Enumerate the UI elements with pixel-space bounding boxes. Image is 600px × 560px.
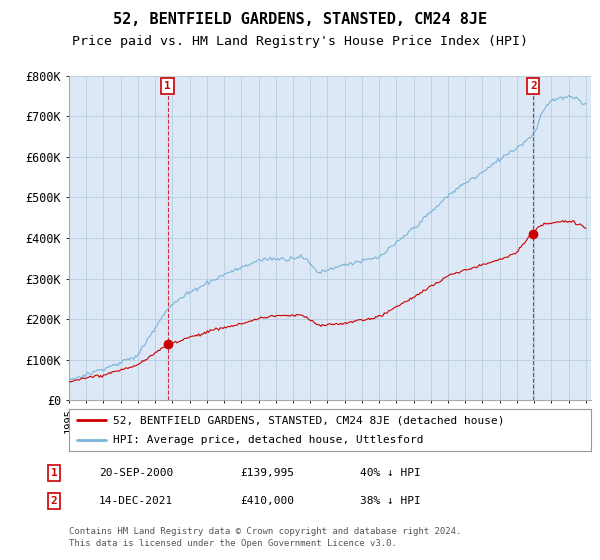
Text: 14-DEC-2021: 14-DEC-2021 [99,496,173,506]
Text: £410,000: £410,000 [240,496,294,506]
Text: 52, BENTFIELD GARDENS, STANSTED, CM24 8JE (detached house): 52, BENTFIELD GARDENS, STANSTED, CM24 8J… [113,415,505,425]
Text: 40% ↓ HPI: 40% ↓ HPI [360,468,421,478]
Text: Price paid vs. HM Land Registry's House Price Index (HPI): Price paid vs. HM Land Registry's House … [72,35,528,49]
Text: HPI: Average price, detached house, Uttlesford: HPI: Average price, detached house, Uttl… [113,435,424,445]
Text: 2: 2 [50,496,58,506]
Text: 1: 1 [50,468,58,478]
Text: 38% ↓ HPI: 38% ↓ HPI [360,496,421,506]
Text: Contains HM Land Registry data © Crown copyright and database right 2024.: Contains HM Land Registry data © Crown c… [69,528,461,536]
Text: 1: 1 [164,81,171,91]
Text: 2: 2 [530,81,536,91]
Text: 20-SEP-2000: 20-SEP-2000 [99,468,173,478]
Text: £139,995: £139,995 [240,468,294,478]
Text: This data is licensed under the Open Government Licence v3.0.: This data is licensed under the Open Gov… [69,539,397,548]
Text: 52, BENTFIELD GARDENS, STANSTED, CM24 8JE: 52, BENTFIELD GARDENS, STANSTED, CM24 8J… [113,12,487,27]
